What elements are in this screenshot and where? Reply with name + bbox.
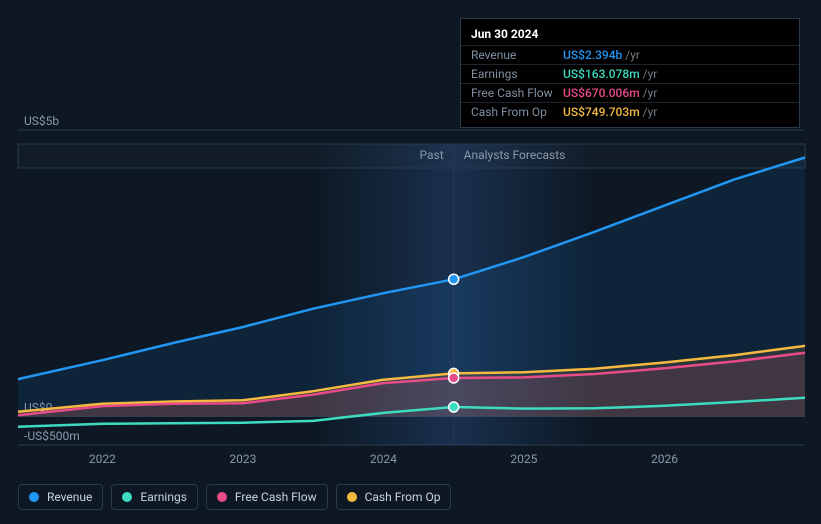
earnings-marker — [449, 402, 459, 412]
legend-swatch-icon — [347, 492, 357, 502]
tooltip-label: Earnings — [471, 67, 563, 81]
tooltip-value: US$163.078m — [563, 67, 640, 81]
x-axis-label: 2024 — [370, 452, 397, 466]
x-axis-label: 2022 — [89, 452, 116, 466]
legend-label: Revenue — [47, 490, 92, 504]
x-axis-label: 2025 — [510, 452, 537, 466]
legend-label: Cash From Op — [365, 490, 441, 504]
tooltip-row-revenue: RevenueUS$2.394b /yr — [461, 45, 799, 64]
tooltip-unit: /yr — [643, 67, 658, 81]
tooltip-unit: /yr — [643, 86, 658, 100]
tooltip-date: Jun 30 2024 — [461, 25, 799, 45]
data-tooltip: Jun 30 2024 RevenueUS$2.394b /yrEarnings… — [460, 18, 800, 128]
legend-item-earnings[interactable]: Earnings — [111, 484, 198, 510]
legend-item-revenue[interactable]: Revenue — [18, 484, 103, 510]
tooltip-label: Revenue — [471, 48, 563, 62]
y-axis-label: -US$500m — [24, 429, 80, 443]
tooltip-label: Free Cash Flow — [471, 86, 563, 100]
legend-swatch-icon — [217, 492, 227, 502]
x-axis-label: 2026 — [651, 452, 678, 466]
tooltip-row-cash_from_op: Cash From OpUS$749.703m /yr — [461, 102, 799, 121]
tooltip-row-earnings: EarningsUS$163.078m /yr — [461, 64, 799, 83]
free_cash_flow-marker — [449, 373, 459, 383]
legend-swatch-icon — [29, 492, 39, 502]
legend-label: Free Cash Flow — [235, 490, 317, 504]
past-label: Past — [420, 148, 444, 162]
x-axis-label: 2023 — [229, 452, 256, 466]
legend-label: Earnings — [140, 490, 187, 504]
tooltip-unit: /yr — [625, 48, 640, 62]
legend: Revenue Earnings Free Cash Flow Cash From O… — [18, 484, 451, 510]
legend-item-cash_from_op[interactable]: Cash From Op — [336, 484, 452, 510]
revenue-marker — [449, 274, 459, 284]
tooltip-label: Cash From Op — [471, 105, 563, 119]
forecast-label: Analysts Forecasts — [464, 148, 566, 162]
tooltip-value: US$670.006m — [563, 86, 640, 100]
tooltip-value: US$749.703m — [563, 105, 640, 119]
label-band — [18, 144, 805, 168]
y-axis-label: US$5b — [24, 114, 59, 128]
tooltip-unit: /yr — [643, 105, 658, 119]
legend-item-free_cash_flow[interactable]: Free Cash Flow — [206, 484, 328, 510]
legend-swatch-icon — [122, 492, 132, 502]
tooltip-row-free_cash_flow: Free Cash FlowUS$670.006m /yr — [461, 83, 799, 102]
tooltip-value: US$2.394b — [563, 48, 622, 62]
